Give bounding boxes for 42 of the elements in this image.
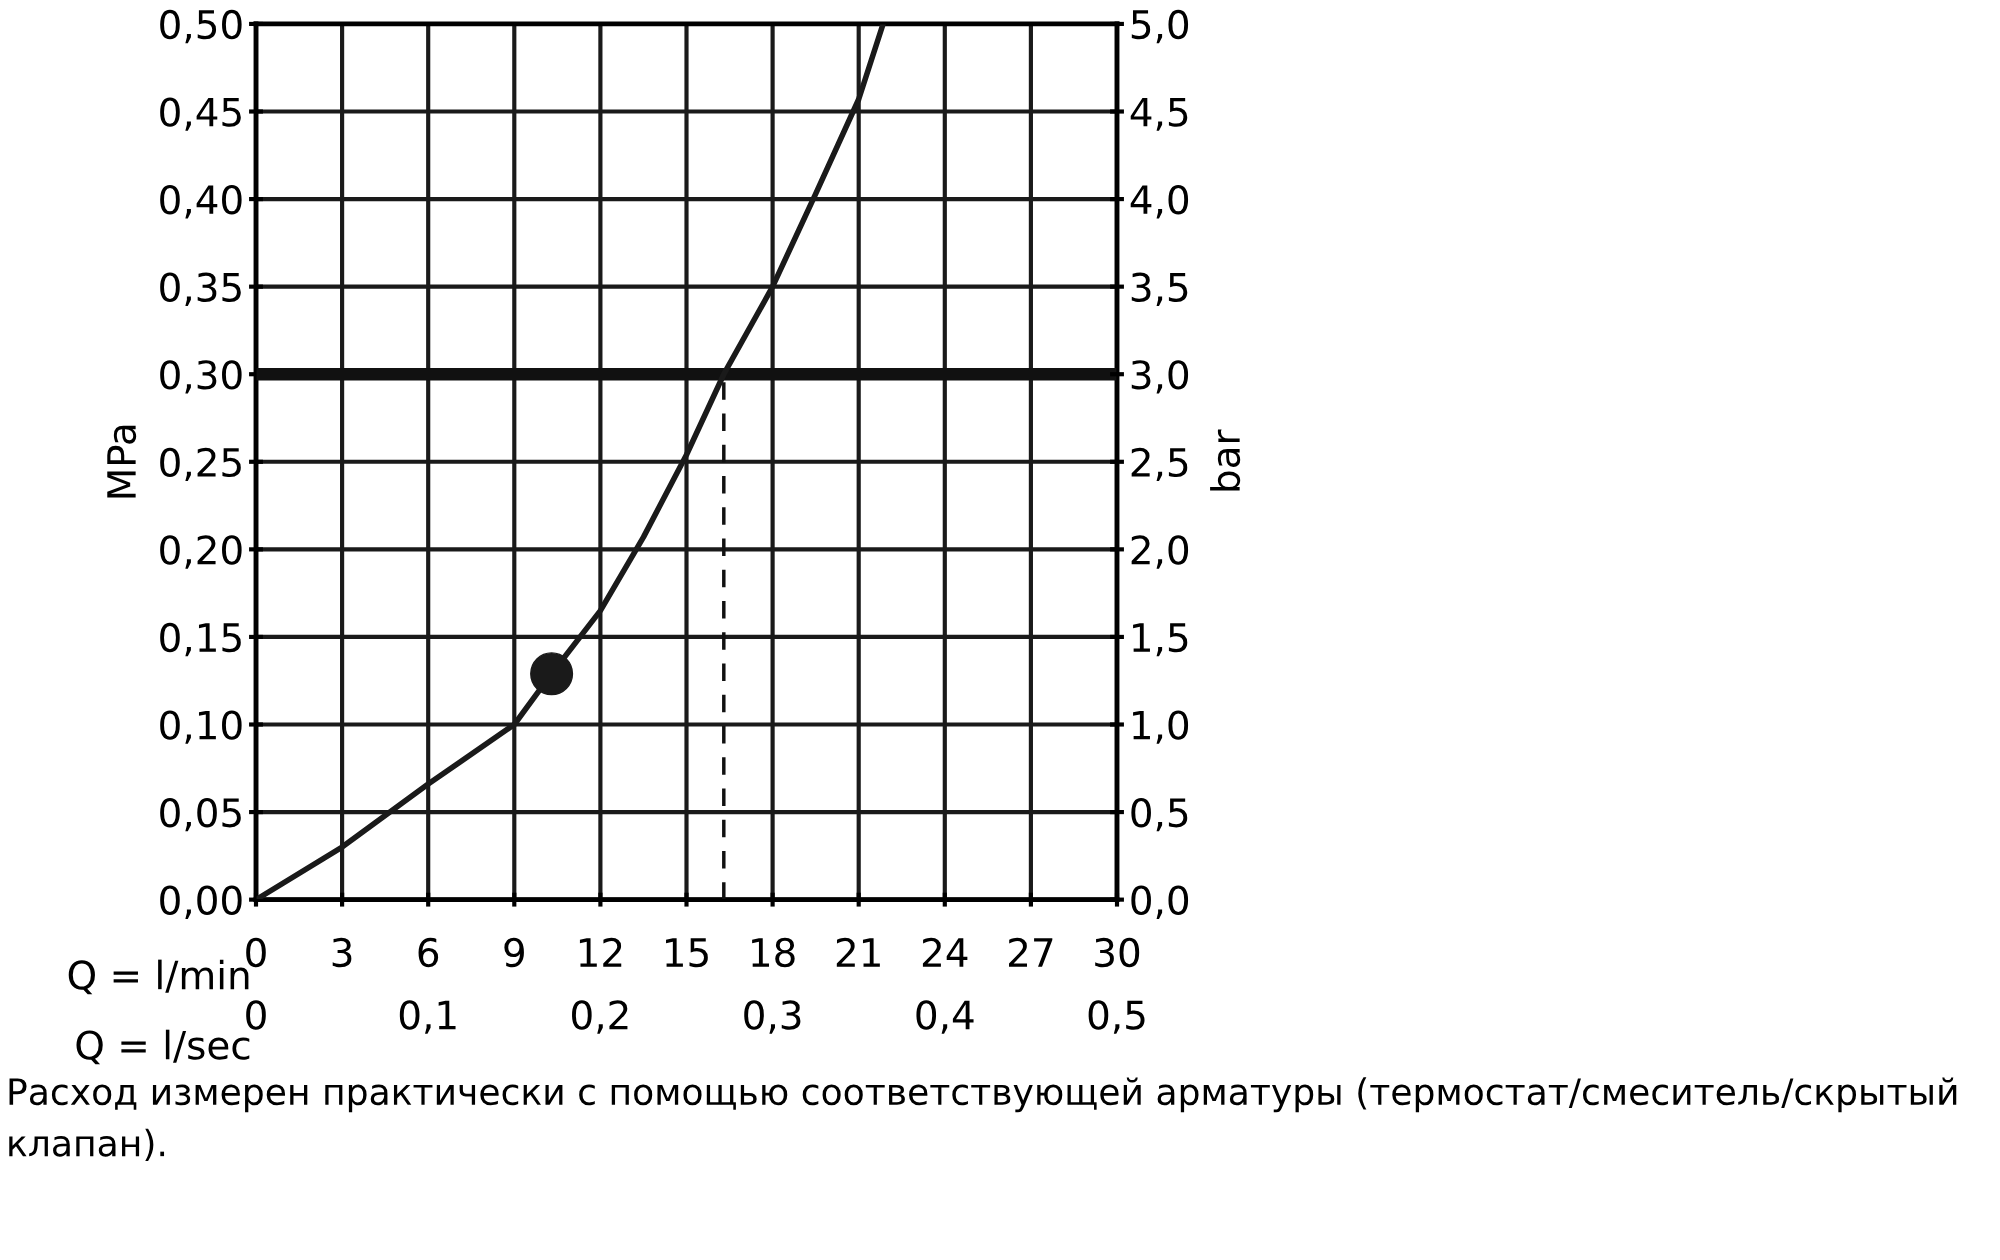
y-tick-label: 0,15 [160, 622, 241, 657]
y2-tick-label: 2,5 [1131, 447, 1188, 482]
x2-tick-label: 0,4 [916, 1000, 974, 1034]
x-tick-label: 6 [418, 937, 439, 968]
x2-axis-title: Q = l/sec [76, 1029, 250, 1065]
x-tick-label: 27 [1009, 937, 1053, 967]
y-tick-label: 0,05 [160, 797, 241, 832]
y2-tick-label: 5,0 [1131, 9, 1189, 44]
y-tick-label: 0,45 [160, 97, 241, 131]
x2-tick-label: 0,5 [1088, 1000, 1145, 1034]
y2-tick-label: 4,5 [1130, 97, 1188, 131]
y-tick-label: 0,40 [160, 184, 242, 219]
y-tick-label: 0,25 [160, 447, 241, 482]
x-tick-label: 3 [332, 937, 352, 968]
y-tick-label: 0,20 [160, 535, 242, 569]
x-tick-label: 21 [836, 937, 880, 967]
x2-tick-label: 0,3 [744, 1000, 801, 1034]
x-tick-label: 24 [922, 937, 968, 967]
y2-tick-label: 3,5 [1131, 272, 1188, 306]
y2-tick-label: 1,5 [1133, 623, 1188, 657]
y2-tick-label: 3,0 [1131, 360, 1189, 394]
x-tick-label: 12 [579, 937, 622, 967]
x2-tick-label: 0,1 [399, 1000, 456, 1034]
y2-tick-label: 4,0 [1130, 184, 1189, 219]
x-tick-label: 15 [666, 938, 708, 968]
text: Расход измерен практически с помощью соответствующей арматуры (термостат/смеситель/скрытый клапан). [9, 1077, 1957, 1161]
y-axis-title: MPa [107, 425, 137, 498]
y-tick-label: 0,35 [160, 272, 241, 306]
y-tick-label: 0,00 [160, 885, 242, 919]
x2-tick-label: 0,2 [572, 1000, 628, 1034]
x-tick-label: 18 [752, 937, 795, 968]
y2-tick-label: 0,0 [1131, 885, 1189, 919]
y-tick-label: 0,10 [160, 710, 242, 744]
y-tick-label: 0,30 [160, 360, 242, 394]
x-tick-label: 9 [504, 937, 524, 968]
y-tick-label: 0,50 [160, 9, 242, 44]
y2-tick-label: 0,5 [1131, 797, 1188, 832]
y2-tick-label: 2,0 [1131, 535, 1189, 569]
x2-tick-label: 0 [246, 1000, 266, 1030]
y2-axis-title: bar [1210, 429, 1241, 491]
x-tick-label: 30 [1095, 937, 1140, 968]
y2-tick-label: 1,0 [1133, 710, 1189, 744]
